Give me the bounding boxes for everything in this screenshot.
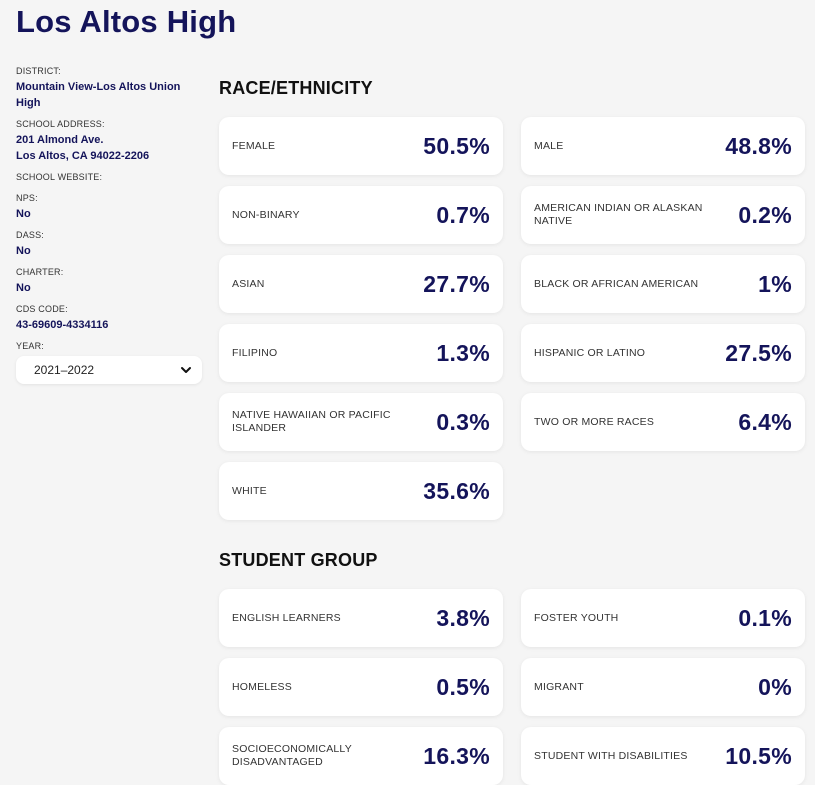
address-line-1: 201 Almond Ave. <box>16 134 104 146</box>
main-content: RACE/ETHNICITY FEMALE 50.5% MALE 48.8% N… <box>219 78 809 785</box>
stat-card-filipino: FILIPINO 1.3% <box>219 324 503 382</box>
cds-code-value: 43-69609-4334116 <box>16 319 109 331</box>
stat-card-native-hawaiian: NATIVE HAWAIIAN OR PACIFIC ISLANDER 0.3% <box>219 393 503 451</box>
stat-card-non-binary: NON-BINARY 0.7% <box>219 186 503 244</box>
stat-card-american-indian: AMERICAN INDIAN OR ALASKAN NATIVE 0.2% <box>521 186 805 244</box>
website-label: SCHOOL WEBSITE: <box>16 172 103 182</box>
stat-value: 0.1% <box>738 604 792 631</box>
stat-value: 3.8% <box>436 604 490 631</box>
stat-card-white: WHITE 35.6% <box>219 462 503 520</box>
stat-label: FEMALE <box>232 139 276 152</box>
stat-value: 0.7% <box>436 201 490 228</box>
stat-label: AMERICAN INDIAN OR ALASKAN NATIVE <box>534 202 703 227</box>
school-info-sidebar: DISTRICT: Mountain View-Los Altos Union … <box>16 66 204 384</box>
chevron-down-icon <box>180 364 192 376</box>
stat-value: 1.3% <box>436 339 490 366</box>
student-group-title: STUDENT GROUP <box>219 550 378 570</box>
stat-card-socioeconomically-disadvantaged: SOCIOECONOMICALLY DISADVANTAGED 16.3% <box>219 727 503 785</box>
stat-card-students-with-disabilities: STUDENT WITH DISABILITIES 10.5% <box>521 727 805 785</box>
stat-value: 48.8% <box>725 132 792 159</box>
stat-label: NON-BINARY <box>232 208 300 221</box>
stat-value: 16.3% <box>423 742 490 769</box>
stat-label: NATIVE HAWAIIAN OR PACIFIC ISLANDER <box>232 409 391 434</box>
stat-value: 0.2% <box>738 201 792 228</box>
stat-value: 0.5% <box>436 673 490 700</box>
stat-card-asian: ASIAN 27.7% <box>219 255 503 313</box>
stat-value: 27.7% <box>423 270 490 297</box>
nps-value: No <box>16 208 31 220</box>
cds-code-label: CDS CODE: <box>16 304 68 314</box>
dass-label: DASS: <box>16 230 45 240</box>
stat-value: 35.6% <box>423 477 490 504</box>
year-select[interactable]: 2021–2022 <box>16 356 202 384</box>
race-ethnicity-title: RACE/ETHNICITY <box>219 78 373 98</box>
stat-label: MALE <box>534 139 564 152</box>
page-title: Los Altos High <box>16 4 237 39</box>
stat-label: SOCIOECONOMICALLY DISADVANTAGED <box>232 743 352 768</box>
stat-value: 50.5% <box>423 132 490 159</box>
stat-card-black: BLACK OR AFRICAN AMERICAN 1% <box>521 255 805 313</box>
stat-value: 6.4% <box>738 408 792 435</box>
nps-label: NPS: <box>16 193 38 203</box>
address-line-2: Los Altos, CA 94022-2206 <box>16 150 150 162</box>
stat-value: 27.5% <box>725 339 792 366</box>
race-ethnicity-grid: FEMALE 50.5% MALE 48.8% NON-BINARY 0.7% … <box>219 117 809 520</box>
stat-card-english-learners: ENGLISH LEARNERS 3.8% <box>219 589 503 647</box>
charter-value: No <box>16 282 31 294</box>
year-selected-value: 2021–2022 <box>34 363 95 377</box>
district-value: Mountain View-Los Altos Union High <box>16 81 181 109</box>
student-group-grid: ENGLISH LEARNERS 3.8% FOSTER YOUTH 0.1% … <box>219 589 809 785</box>
stat-label: TWO OR MORE RACES <box>534 415 655 428</box>
stat-label: HOMELESS <box>232 680 292 693</box>
stat-label: ENGLISH LEARNERS <box>232 611 341 624</box>
stat-label: ASIAN <box>232 277 265 290</box>
stat-label: HISPANIC OR LATINO <box>534 346 646 359</box>
stat-label: WHITE <box>232 484 267 497</box>
stat-card-two-or-more: TWO OR MORE RACES 6.4% <box>521 393 805 451</box>
stat-card-foster-youth: FOSTER YOUTH 0.1% <box>521 589 805 647</box>
stat-label: STUDENT WITH DISABILITIES <box>534 749 688 762</box>
stat-label: BLACK OR AFRICAN AMERICAN <box>534 277 699 290</box>
stat-label: FOSTER YOUTH <box>534 611 619 624</box>
charter-label: CHARTER: <box>16 267 64 277</box>
stat-value: 10.5% <box>725 742 792 769</box>
stat-card-hispanic: HISPANIC OR LATINO 27.5% <box>521 324 805 382</box>
stat-card-male: MALE 48.8% <box>521 117 805 175</box>
stat-card-migrant: MIGRANT 0% <box>521 658 805 716</box>
stat-card-homeless: HOMELESS 0.5% <box>219 658 503 716</box>
year-label: YEAR: <box>16 341 45 351</box>
stat-card-female: FEMALE 50.5% <box>219 117 503 175</box>
stat-value: 1% <box>758 270 792 297</box>
address-label: SCHOOL ADDRESS: <box>16 119 105 129</box>
address-value: 201 Almond Ave. Los Altos, CA 94022-2206 <box>16 132 204 164</box>
stat-label: FILIPINO <box>232 346 278 359</box>
stat-label: MIGRANT <box>534 680 584 693</box>
stat-value: 0.3% <box>436 408 490 435</box>
stat-value: 0% <box>758 673 792 700</box>
dass-value: No <box>16 245 31 257</box>
district-label: DISTRICT: <box>16 66 61 76</box>
